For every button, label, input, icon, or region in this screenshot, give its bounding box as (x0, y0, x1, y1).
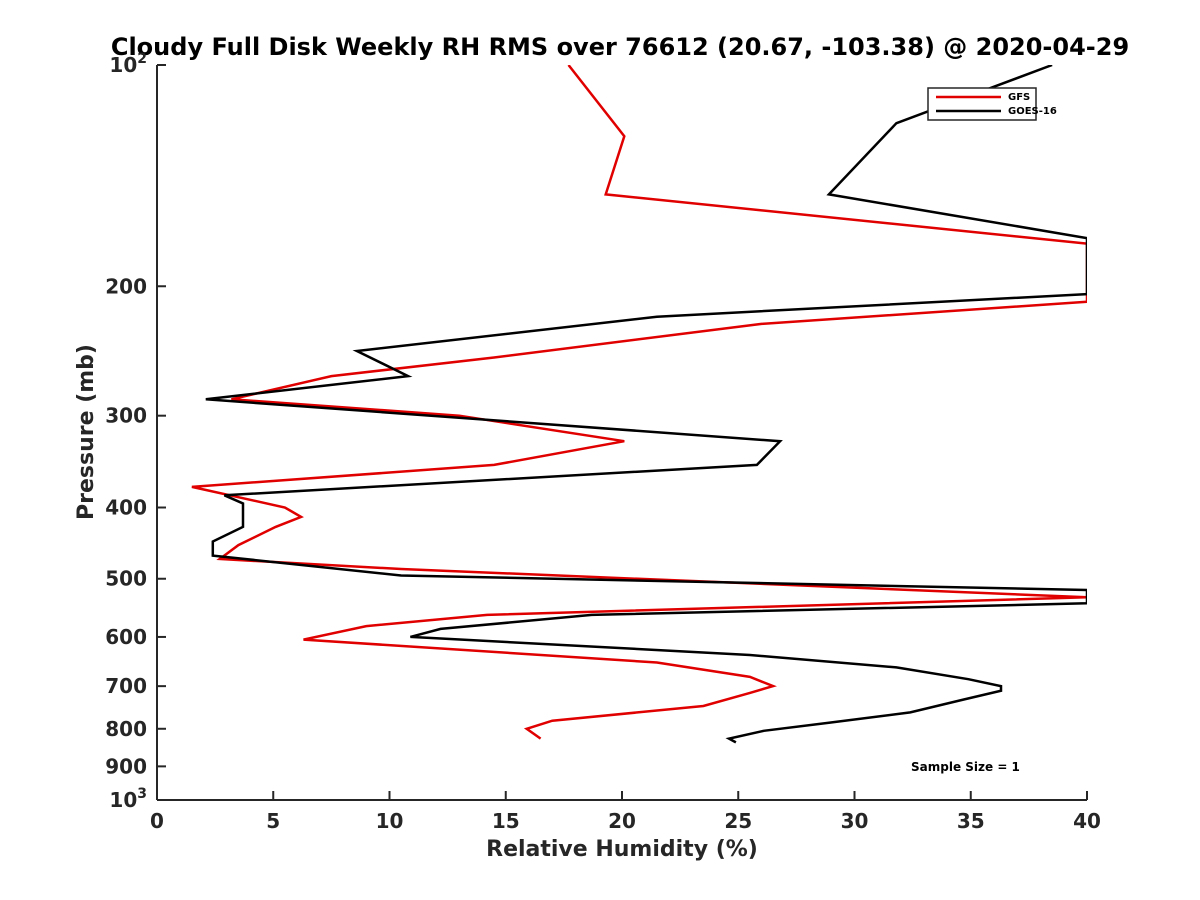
y-axis-label: Pressure (mb) (74, 344, 99, 520)
y-tick-label: 103 (109, 786, 147, 812)
y-tick-label: 500 (105, 567, 147, 591)
sample-size-annotation: Sample Size = 1 (911, 760, 1020, 774)
y-tick-label: 900 (105, 754, 147, 778)
y-tick-label: 200 (105, 274, 147, 298)
series-layer (191, 65, 1087, 744)
x-tick-label: 40 (1073, 809, 1101, 833)
legend-label-goes16: GOES-16 (1008, 106, 1057, 117)
y-tick-label: 102 (109, 51, 147, 77)
x-tick-label: 30 (841, 809, 869, 833)
legend: GFS GOES-16 (927, 87, 1057, 121)
x-tick-label: 10 (376, 809, 404, 833)
x-axis-label: Relative Humidity (%) (486, 837, 758, 862)
y-tick-label: 600 (105, 625, 147, 649)
plot-area (156, 65, 1087, 801)
chart-title: Cloudy Full Disk Weekly RH RMS over 7661… (111, 33, 1129, 61)
y-tick-label: 300 (105, 404, 147, 428)
legend-label-gfs: GFS (1008, 92, 1030, 103)
x-tick-label: 5 (266, 809, 280, 833)
x-tick-label: 35 (957, 809, 985, 833)
series-line-goes16 (205, 65, 1087, 744)
series-line-gfs (191, 65, 1087, 740)
x-tick-label: 0 (150, 809, 164, 833)
y-tick-label: 700 (105, 674, 147, 698)
y-tick-label: 800 (105, 717, 147, 741)
x-tick-label: 15 (492, 809, 520, 833)
legend-box (927, 87, 1037, 121)
y-tick-label: 400 (105, 496, 147, 520)
x-ticks: 0 5 10 15 20 25 30 35 40 (150, 791, 1101, 833)
x-tick-label: 25 (724, 809, 752, 833)
x-tick-label: 20 (608, 809, 636, 833)
y-ticks: 102 200 300 400 500 600 700 800 900 103 (105, 51, 166, 812)
